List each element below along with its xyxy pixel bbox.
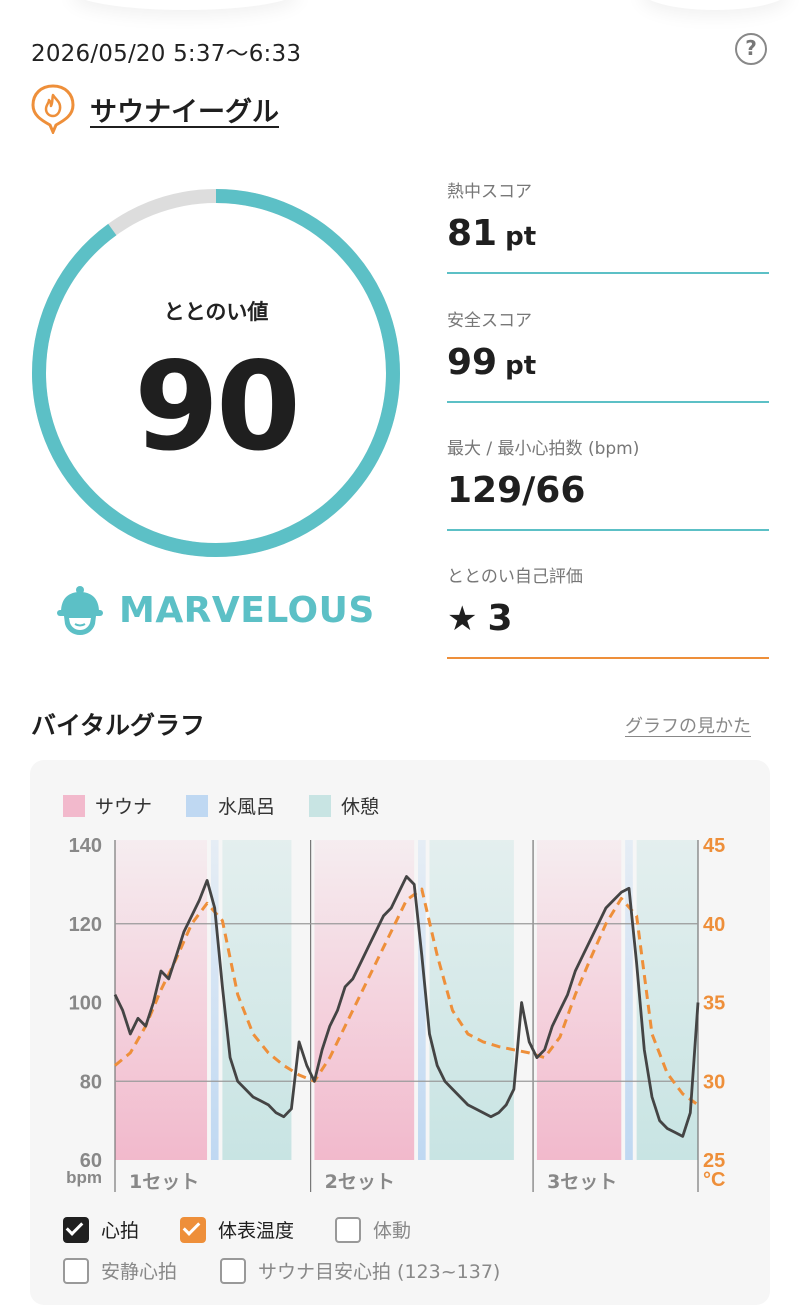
facility-link[interactable]: サウナイーグル (30, 84, 279, 134)
divider (447, 657, 769, 659)
flame-pin-icon (31, 84, 75, 134)
right-tick-label: 45 (703, 835, 725, 857)
divider (447, 401, 769, 403)
top-fade-decoration (70, 0, 300, 10)
heart-rate-line (113, 875, 700, 1138)
left-tick-label: 120 (69, 914, 102, 936)
stat-safety-score: 安全スコア 99 pt (447, 306, 769, 404)
checkbox-unchecked[interactable] (335, 1216, 361, 1243)
left-tick-label: 100 (69, 993, 102, 1015)
session-datetime: 2026/05/20 5:37〜6:33 (31, 41, 302, 67)
legend-sauna: サウナ (63, 792, 152, 819)
left-tick-label: 80 (80, 1071, 102, 1093)
phase-band (115, 840, 208, 1160)
stat-heart-rate: 最大 / 最小心拍数 (bpm) 129/66 (447, 434, 769, 532)
stat-value: 81 pt (447, 213, 537, 254)
graph-guide-link[interactable]: グラフの見かた (625, 716, 751, 737)
right-tick-label: 30 (703, 1071, 725, 1093)
left-tick-label: 140 (69, 835, 102, 857)
divider (447, 529, 769, 531)
right-tick-label: 35 (703, 993, 725, 1015)
checkbox-unchecked[interactable] (63, 1257, 89, 1284)
legend-swatch (63, 794, 85, 817)
stat-value: 129/66 (447, 470, 586, 511)
toggle-resting-heart-rate[interactable]: 安静心拍 (63, 1257, 177, 1284)
right-unit-label: °C (703, 1169, 725, 1191)
rank-badge: MARVELOUS (55, 584, 375, 636)
divider (447, 272, 769, 274)
ring-progress-arc (32, 189, 400, 557)
top-fade-decoration (640, 0, 790, 10)
vital-chart: 140 120 100 80 60 45 40 35 30 25 bpm °C 1セット 2セット 3セット (66, 835, 725, 1193)
help-button[interactable]: ? (735, 33, 767, 65)
toggle-skin-temperature[interactable]: 体表温度 (180, 1216, 294, 1243)
legend-rest: 休憩 (309, 792, 379, 819)
stat-heat-score: 熱中スコア 81 pt (447, 177, 769, 275)
set-label: 1セット (129, 1171, 199, 1193)
totonoi-label: ととのい値 (163, 300, 269, 324)
stat-label: 安全スコア (447, 311, 532, 331)
checkbox-unchecked[interactable] (220, 1257, 246, 1284)
stat-value: 99 pt (447, 342, 537, 383)
left-tick-label: 60 (80, 1150, 102, 1172)
stat-label: ととのい自己評価 (447, 567, 583, 587)
phase-band (625, 840, 633, 1160)
right-tick-label: 25 (703, 1150, 725, 1172)
toggle-sauna-target-heart-rate[interactable]: サウナ目安心拍 (123~137) (220, 1257, 500, 1284)
totonoi-value: 90 (134, 336, 301, 478)
toggle-body-motion[interactable]: 体動 (335, 1216, 411, 1243)
legend-cold-bath: 水風呂 (186, 792, 275, 819)
stat-value: ★ 3 (447, 598, 513, 639)
left-unit-label: bpm (66, 1168, 102, 1187)
checkbox-checked[interactable] (180, 1216, 206, 1243)
stat-self-rating[interactable]: ととのい自己評価 ★ 3 (447, 562, 769, 660)
totonoi-ring-gauge (32, 189, 400, 557)
vital-graph-title: バイタルグラフ (31, 711, 206, 740)
skin-temperature-line (114, 887, 699, 1107)
stat-label: 熱中スコア (447, 182, 532, 202)
stat-label: 最大 / 最小心拍数 (bpm) (447, 439, 640, 459)
legend-swatch (309, 794, 331, 817)
toggle-heart-rate[interactable]: 心拍 (63, 1216, 139, 1243)
phase-band (222, 840, 292, 1160)
right-tick-label: 40 (703, 914, 725, 936)
phase-band (636, 840, 698, 1160)
facility-name: サウナイーグル (90, 96, 279, 128)
legend-swatch (186, 794, 208, 817)
star-icon: ★ (447, 599, 478, 639)
set-label: 2セット (325, 1171, 395, 1193)
phase-band (210, 840, 219, 1160)
phase-band (314, 840, 415, 1160)
set-label: 3セット (547, 1171, 617, 1193)
checkbox-checked[interactable] (63, 1216, 89, 1243)
phase-band (418, 840, 426, 1160)
phase-band (536, 840, 622, 1160)
rank-label: MARVELOUS (119, 589, 375, 631)
sauna-hat-face-icon (57, 586, 103, 635)
